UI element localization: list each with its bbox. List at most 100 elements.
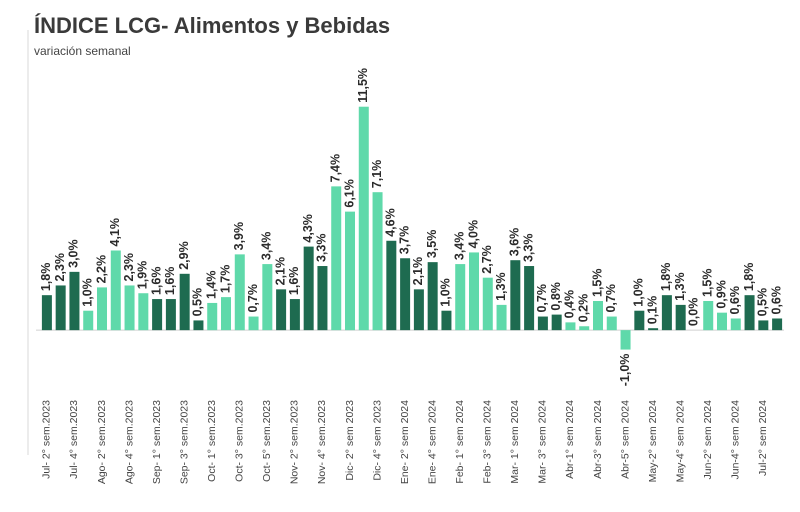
x-tick-label: Jul-2° sem 2024 [757, 400, 769, 476]
bar [593, 301, 603, 331]
value-label: 0,9% [714, 280, 728, 309]
bar [276, 289, 287, 331]
value-label: -1,0% [618, 354, 632, 387]
x-tick-label: Ene- 2° sem 2024 [399, 400, 411, 484]
bar [496, 304, 507, 331]
bar [634, 310, 645, 331]
bar [400, 258, 411, 331]
value-label: 3,3% [315, 234, 329, 263]
x-tick-label: Abr-1° sem 2024 [564, 400, 576, 479]
x-tick-label: Jul- 2° sem.2023 [41, 400, 53, 479]
bar [730, 318, 741, 331]
value-label: 1,9% [136, 261, 150, 290]
value-label: 1,6% [149, 267, 163, 296]
value-label: 7,4% [329, 154, 343, 183]
bar [41, 295, 52, 331]
x-tick-label: Oct- 3° sem.2023 [234, 400, 246, 482]
bar [221, 297, 231, 331]
value-label: 1,7% [218, 265, 232, 294]
bar [565, 322, 576, 331]
value-label: 3,6% [508, 228, 522, 257]
x-tick-label: May-4° sem 2024 [674, 400, 686, 483]
value-label: 3,7% [397, 226, 411, 255]
x-tick-label: Jun-2° sem 2024 [702, 400, 714, 480]
x-tick-label: Oct- 1° sem.2023 [206, 400, 218, 482]
bar [138, 293, 149, 331]
bar [455, 264, 466, 331]
bar [703, 301, 714, 331]
x-tick-label: Dic- 2° sem 2023 [344, 400, 356, 481]
x-tick-label: Ene- 4° sem 2024 [426, 400, 438, 484]
bar [124, 285, 135, 331]
value-label: 0,5% [756, 288, 770, 317]
value-label: 1,6% [163, 267, 177, 296]
bar [510, 260, 521, 331]
x-tick-label: Oct- 5° sem.2023 [261, 400, 273, 482]
x-tick-label: Abr-3° sem 2024 [592, 400, 604, 479]
value-label: 0,6% [728, 286, 742, 315]
x-tick-label: Abr-5° sem 2024 [619, 400, 631, 479]
x-tick-label: Sep- 1° sem.2023 [151, 400, 163, 484]
value-label: 2,3% [53, 253, 67, 282]
value-label: 2,9% [177, 241, 191, 270]
bar [413, 289, 424, 331]
bar [165, 299, 176, 331]
bar [482, 277, 493, 331]
bar [317, 266, 328, 331]
x-tick-label: Ago- 2° sem.2023 [96, 400, 108, 484]
value-label: 11,5% [356, 68, 370, 103]
bar [772, 318, 783, 331]
value-label: 4,0% [466, 220, 480, 249]
bar [69, 271, 80, 331]
value-label: 6,1% [342, 179, 356, 208]
bar [179, 273, 190, 331]
chart-title: ÍNDICE LCG- Alimentos y Bebidas [34, 13, 390, 38]
x-tick-label: Dic- 4° sem 2023 [371, 400, 383, 481]
bar [152, 299, 163, 331]
x-tick-label: Mar- 3° sem 2024 [537, 400, 549, 484]
bar [661, 295, 672, 331]
bar [427, 262, 438, 331]
bar [441, 310, 452, 331]
value-label: 4,3% [301, 214, 315, 243]
value-label: 1,0% [439, 278, 453, 307]
bar [262, 264, 273, 331]
value-label: 0,2% [577, 294, 591, 323]
bar [744, 295, 755, 331]
value-label: 2,1% [273, 257, 287, 286]
value-label: 4,6% [384, 208, 398, 237]
bar [110, 250, 121, 331]
value-label: 1,8% [659, 263, 673, 292]
bar [303, 246, 314, 331]
bar [606, 316, 617, 331]
x-tick-label: Feb- 3° sem 2024 [482, 400, 494, 484]
bar [207, 302, 218, 331]
value-label: 1,5% [590, 269, 604, 298]
value-label: 1,5% [701, 269, 715, 298]
bar [551, 314, 562, 331]
value-label: 0,7% [535, 284, 549, 313]
x-tick-label: Ago- 4° sem.2023 [123, 400, 135, 484]
x-tick-label: Jun-4° sem 2024 [730, 400, 742, 480]
bar [97, 287, 107, 331]
value-label: 3,5% [425, 230, 439, 259]
bar [331, 186, 342, 331]
bar [289, 299, 300, 331]
value-label: 3,0% [67, 239, 81, 268]
value-label: 1,0% [632, 278, 646, 307]
value-label: 4,1% [108, 218, 122, 247]
value-label: 2,3% [122, 253, 136, 282]
x-tick-label: Mar- 1° sem 2024 [509, 400, 521, 484]
bar [345, 211, 355, 331]
value-label: 3,9% [232, 222, 246, 251]
bar [579, 326, 590, 331]
value-label: 1,0% [81, 278, 95, 307]
value-label: 1,4% [205, 270, 219, 299]
x-tick-label: Nov- 2° sem.2023 [289, 400, 301, 484]
value-label: 0,5% [191, 288, 205, 317]
value-label: 0,8% [549, 282, 563, 311]
value-label: 2,1% [411, 257, 425, 286]
bar [620, 330, 631, 350]
bar [55, 285, 66, 331]
bar [386, 240, 397, 331]
